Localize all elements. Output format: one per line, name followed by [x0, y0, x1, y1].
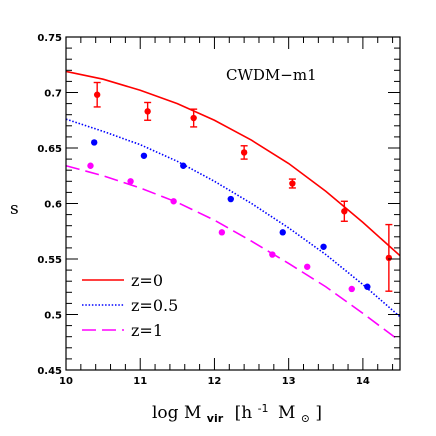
x-axis-label-sun: ⊙ [301, 412, 310, 425]
x-tick-label: 14 [356, 376, 370, 387]
data-point [190, 114, 197, 122]
x-axis-label: log M vir [h -1 M ⊙ ] [152, 397, 322, 427]
data-point [91, 139, 98, 146]
data-point [180, 162, 187, 169]
y-tick-label: 0.65 [37, 144, 62, 155]
data-point [385, 254, 393, 262]
data-points [87, 91, 393, 293]
y-tick-labels: 0.45 0.5 0.55 0.6 0.65 0.7 0.75 [37, 33, 62, 377]
y-tick-label: 0.45 [37, 366, 62, 377]
y-axis-label: s [10, 199, 19, 219]
y-tick-label: 0.75 [37, 33, 62, 44]
x-tick-labels: 10 11 12 13 14 [59, 376, 370, 387]
plot-frame [65, 36, 401, 371]
x-axis-label-exp: -1 [258, 402, 269, 415]
x-axis-label-sub: vir [207, 412, 224, 425]
chart-title: CWDM−m1 [226, 66, 317, 84]
data-point [364, 283, 371, 290]
data-point [269, 251, 276, 258]
y-tick-label: 0.6 [44, 200, 62, 211]
series-line [65, 164, 401, 342]
x-tick-label: 10 [59, 376, 73, 387]
data-point [87, 162, 94, 169]
data-point [320, 243, 327, 250]
legend-label: z=0 [131, 271, 163, 290]
data-point [304, 263, 311, 270]
data-point [341, 208, 348, 215]
data-point [170, 198, 177, 205]
data-point [144, 108, 151, 115]
x-axis-label-unit2: M [278, 403, 295, 423]
data-point [127, 178, 134, 185]
x-tick-label: 11 [133, 376, 147, 387]
data-point [227, 195, 234, 203]
series-line [65, 70, 401, 257]
legend: z=0 z=0.5 z=1 [82, 271, 178, 340]
legend-label: z=0.5 [131, 296, 178, 315]
fit-curves [65, 70, 401, 342]
x-tick-label: 12 [207, 376, 221, 387]
y-tick-label: 0.5 [44, 311, 62, 322]
axis-ticks [65, 36, 400, 371]
y-tick-label: 0.55 [37, 255, 62, 266]
x-axis-label-unit: [h [235, 403, 253, 423]
data-point [279, 229, 286, 236]
data-point [348, 285, 355, 293]
data-point [240, 149, 248, 156]
x-tick-label: 13 [282, 376, 296, 387]
y-tick-label: 0.7 [44, 89, 62, 100]
x-axis-label-main: log M [152, 403, 201, 423]
x-axis-label-close: ] [315, 403, 322, 423]
legend-label: z=1 [131, 321, 163, 340]
data-point [289, 180, 296, 187]
data-point [93, 91, 101, 98]
data-point [218, 229, 226, 236]
error-bars [93, 81, 393, 292]
data-point [140, 152, 148, 159]
series-line [65, 118, 401, 318]
